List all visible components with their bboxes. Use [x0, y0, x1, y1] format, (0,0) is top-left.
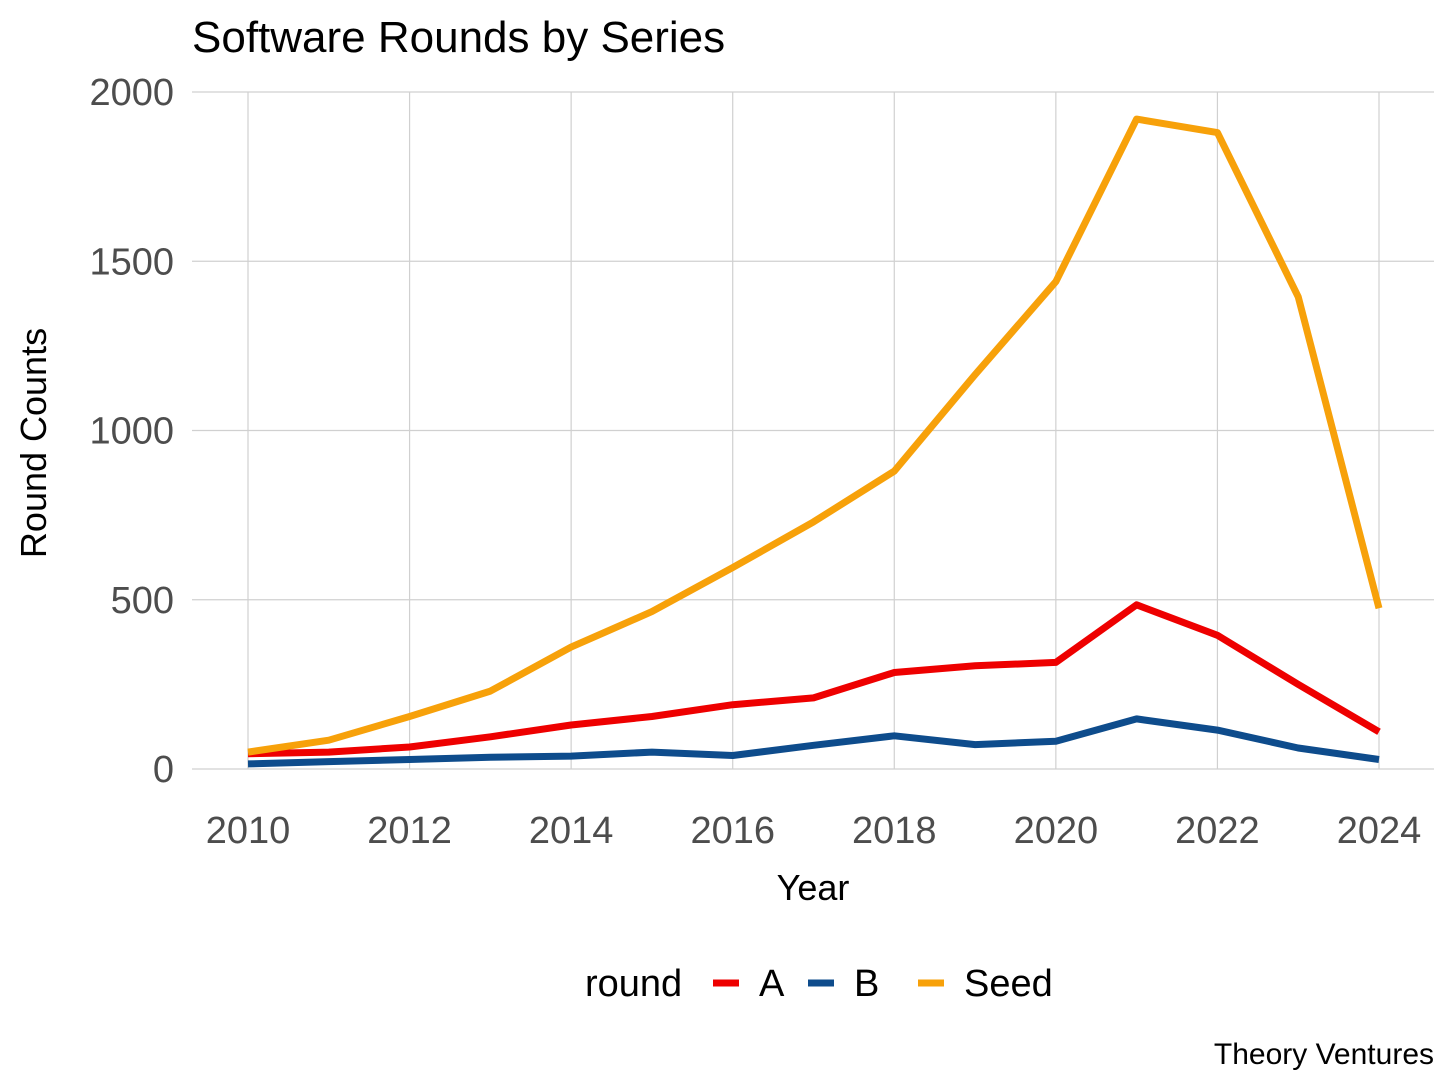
chart-title: Software Rounds by Series: [192, 13, 725, 62]
y-axis-label: Round Counts: [13, 328, 54, 558]
x-tick-label-2024: 2024: [1337, 810, 1422, 852]
x-axis-ticks: 2010 2012 2014 2016 2018 2020 2022 2024: [206, 810, 1422, 852]
y-tick-label-1500: 1500: [89, 241, 174, 283]
x-tick-label-2020: 2020: [1014, 810, 1099, 852]
series-line-a: [247, 601, 1381, 758]
y-tick-label-0: 0: [153, 749, 174, 791]
legend-label-a: A: [759, 963, 785, 1005]
y-tick-label-1000: 1000: [89, 411, 174, 453]
x-tick-label-2010: 2010: [206, 810, 291, 852]
grid: [192, 91, 1434, 770]
y-tick-label-500: 500: [111, 580, 174, 622]
legend-label-b: B: [854, 963, 879, 1005]
legend: round A B Seed: [585, 963, 1053, 1005]
legend-title: round: [585, 963, 682, 1005]
series-lines: [247, 115, 1383, 768]
y-axis-ticks: 0 500 1000 1500 2000: [89, 72, 174, 791]
series-line-b: [247, 715, 1380, 768]
x-tick-label-2022: 2022: [1175, 810, 1260, 852]
y-tick-label-2000: 2000: [89, 72, 174, 114]
legend-label-seed: Seed: [964, 963, 1053, 1005]
series-line-seed: [247, 115, 1383, 756]
x-tick-label-2012: 2012: [367, 810, 452, 852]
x-axis-label: Year: [777, 867, 850, 908]
x-tick-label-2018: 2018: [852, 810, 937, 852]
caption: Theory Ventures: [1214, 1038, 1434, 1071]
x-tick-label-2016: 2016: [690, 810, 775, 852]
x-tick-label-2014: 2014: [529, 810, 614, 852]
